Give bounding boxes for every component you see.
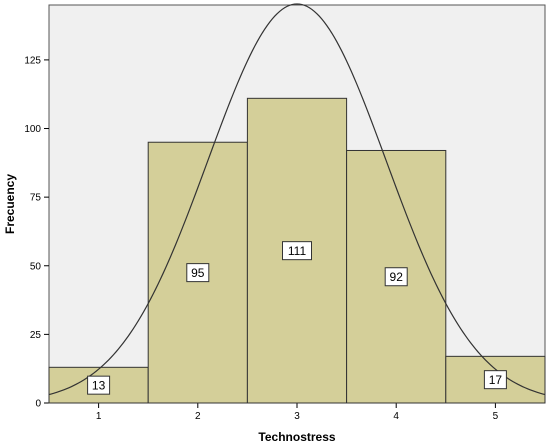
y-tick-label: 125 [24, 55, 41, 66]
bars [48, 97, 546, 404]
data-label-box [282, 241, 312, 261]
data-label-box [483, 370, 507, 390]
x-tick-label: 5 [493, 411, 499, 422]
data-label-box [87, 375, 111, 395]
x-axis-title: Technostress [258, 430, 335, 444]
y-tick-label: 0 [35, 399, 41, 410]
x-tick-label: 1 [96, 411, 102, 422]
histogram-bar [445, 355, 546, 404]
data-label: 111 [288, 244, 307, 258]
data-labels: 13 95 111 92 17 [87, 241, 507, 395]
x-axis: 1 2 3 4 5 [96, 403, 499, 422]
y-tick-label: 50 [30, 261, 42, 272]
data-label: 13 [92, 379, 106, 393]
x-tick-label: 4 [393, 411, 399, 422]
y-axis-title: Frecuency [3, 174, 17, 234]
data-label-box [384, 267, 408, 287]
normal-curve [48, 3, 546, 396]
data-label: 17 [489, 373, 503, 387]
data-label: 95 [191, 266, 205, 280]
x-tick-label: 3 [294, 411, 300, 422]
y-tick-label: 100 [24, 124, 41, 135]
x-tick-label: 2 [195, 411, 201, 422]
y-axis: 0 25 50 75 100 125 [24, 55, 49, 410]
y-tick-label: 25 [30, 330, 42, 341]
y-tick-label: 75 [30, 193, 42, 204]
data-label-box [186, 263, 210, 283]
data-label: 92 [390, 270, 404, 284]
